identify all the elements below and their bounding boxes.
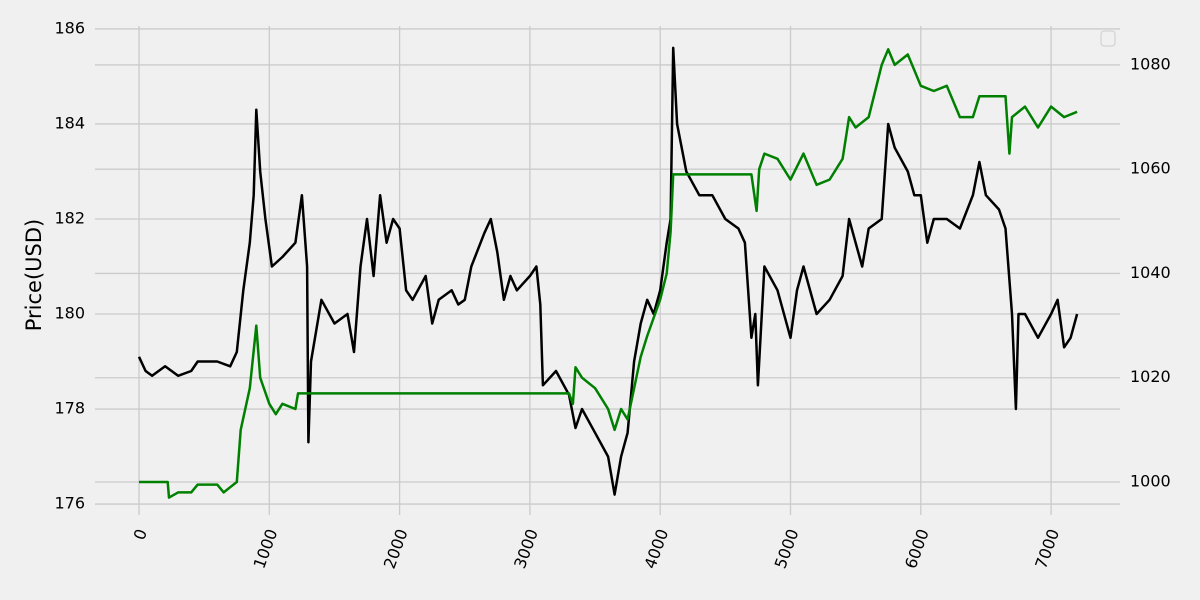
y2-tick-label: 1040 bbox=[1130, 263, 1171, 282]
data-line bbox=[139, 48, 1078, 499]
y2-tick-label: 1080 bbox=[1130, 54, 1171, 73]
y2-tick-label: 1060 bbox=[1130, 159, 1171, 178]
y-tick-label: 178 bbox=[54, 399, 85, 418]
y-tick-label: 184 bbox=[54, 113, 85, 132]
y-tick-label: 182 bbox=[54, 208, 85, 227]
y-tick-label: 180 bbox=[54, 304, 85, 323]
y-tick-label: 176 bbox=[54, 494, 85, 513]
y-axis-label: Price(USD) bbox=[22, 219, 46, 332]
y2-tick-label: 1000 bbox=[1130, 471, 1171, 490]
legend-box bbox=[1100, 30, 1116, 47]
y2-tick-label: 1020 bbox=[1130, 367, 1171, 386]
y-tick-label: 186 bbox=[54, 18, 85, 37]
data-line bbox=[137, 46, 1079, 496]
